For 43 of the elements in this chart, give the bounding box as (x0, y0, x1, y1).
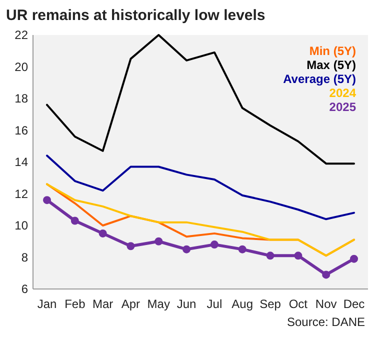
point (266, 252, 274, 260)
text: Average (5Y) (283, 72, 356, 86)
x-tick-label: Oct (288, 297, 308, 311)
x-tick-label: Mar (92, 297, 114, 311)
x-tick-label: Sep (260, 297, 282, 311)
x-tick-label: Apr (121, 297, 140, 311)
point (154, 237, 163, 246)
x-tick-label: Jul (206, 297, 222, 311)
point (238, 245, 246, 254)
point (98, 229, 107, 238)
point (182, 245, 191, 254)
text: Min (5Y) (309, 44, 356, 58)
y-tick-label: 16 (14, 123, 28, 138)
x-tick-label: May (147, 297, 170, 311)
line-series (46, 34, 355, 165)
point (294, 252, 302, 260)
x-tick-label: Jun (176, 297, 196, 311)
x-tick-label: Feb (64, 297, 86, 311)
text: 2024 (329, 86, 356, 100)
source-note: Source: DANE (286, 315, 365, 329)
x-tick-label: Nov (315, 297, 337, 311)
point (322, 270, 330, 279)
y-tick-label: 12 (14, 186, 28, 201)
y-tick-label: 18 (14, 92, 28, 106)
point (210, 240, 218, 249)
point (126, 242, 135, 250)
x-tick-label: Aug (232, 297, 254, 311)
text: 2025 (329, 100, 356, 114)
y-tick-label: 6 (21, 282, 28, 296)
x-tick-label: Dec (343, 297, 365, 311)
y-tick-label: 20 (14, 60, 28, 74)
line-series (46, 183, 355, 257)
point (350, 254, 358, 263)
text: Max (5Y) (306, 58, 356, 72)
y-tick-label: 22 (14, 28, 28, 42)
line-series (46, 154, 355, 220)
point (70, 216, 79, 225)
point (43, 196, 51, 204)
y-tick-label: 10 (14, 218, 28, 233)
x-tick-label: Jan (37, 297, 57, 311)
y-tick-label: 8 (21, 250, 28, 264)
y-tick-label: 14 (14, 155, 28, 170)
chart-title: UR remains at historically low levels (6, 7, 266, 24)
